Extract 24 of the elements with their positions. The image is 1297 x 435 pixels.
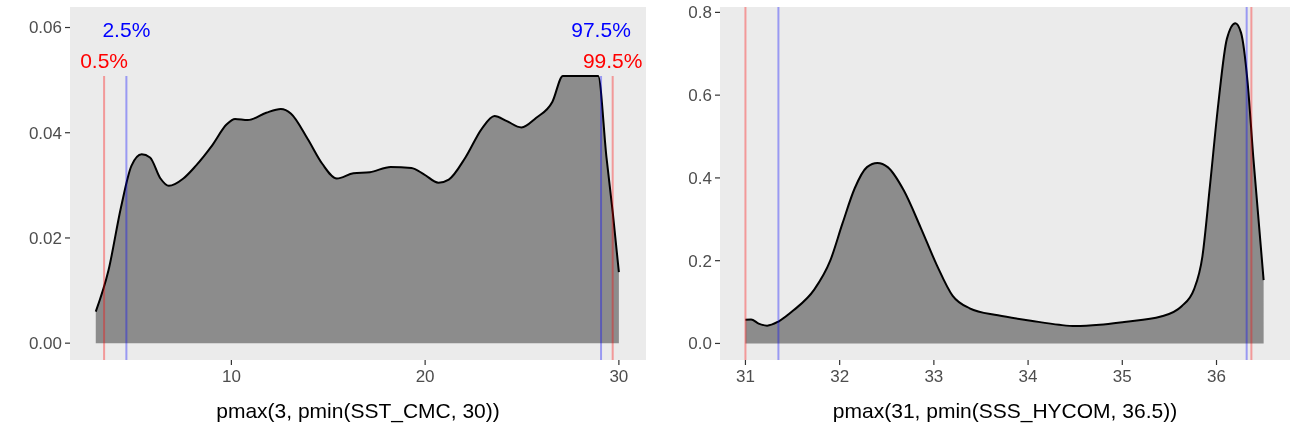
- x-tick-label: 35: [1112, 367, 1132, 386]
- y-tick-label: 0.04: [28, 123, 62, 143]
- y-tick-label: 0.00: [28, 334, 62, 354]
- y-tick-label: 0.0: [688, 334, 712, 354]
- x-axis-title: pmax(31, pmin(SSS_HYCOM, 36.5)): [832, 399, 1178, 423]
- x-tick-label: 20: [415, 367, 435, 386]
- x-tick-label: 30: [609, 367, 629, 386]
- annotation: 0.5%: [80, 49, 129, 73]
- annotation: 2.5%: [102, 18, 151, 42]
- y-tick-label: 0.6: [688, 86, 712, 106]
- y-tick-label: 0.02: [28, 228, 62, 248]
- x-axis-title: pmax(3, pmin(SST_CMC, 30)): [216, 399, 500, 423]
- y-tick-label: 0.8: [688, 3, 712, 23]
- y-tick-label: 0.06: [28, 18, 62, 38]
- y-tick-label: 0.2: [688, 251, 712, 271]
- x-tick-label: 32: [830, 367, 850, 386]
- x-tick-label: 36: [1207, 367, 1226, 386]
- annotation: 99.5%: [582, 49, 643, 73]
- annotation: 97.5%: [571, 18, 631, 42]
- x-tick-label: 34: [1018, 367, 1038, 386]
- y-tick-label: 0.4: [688, 168, 712, 188]
- x-tick-label: 10: [221, 367, 241, 386]
- x-tick-label: 31: [735, 367, 755, 386]
- x-tick-label: 33: [924, 367, 944, 386]
